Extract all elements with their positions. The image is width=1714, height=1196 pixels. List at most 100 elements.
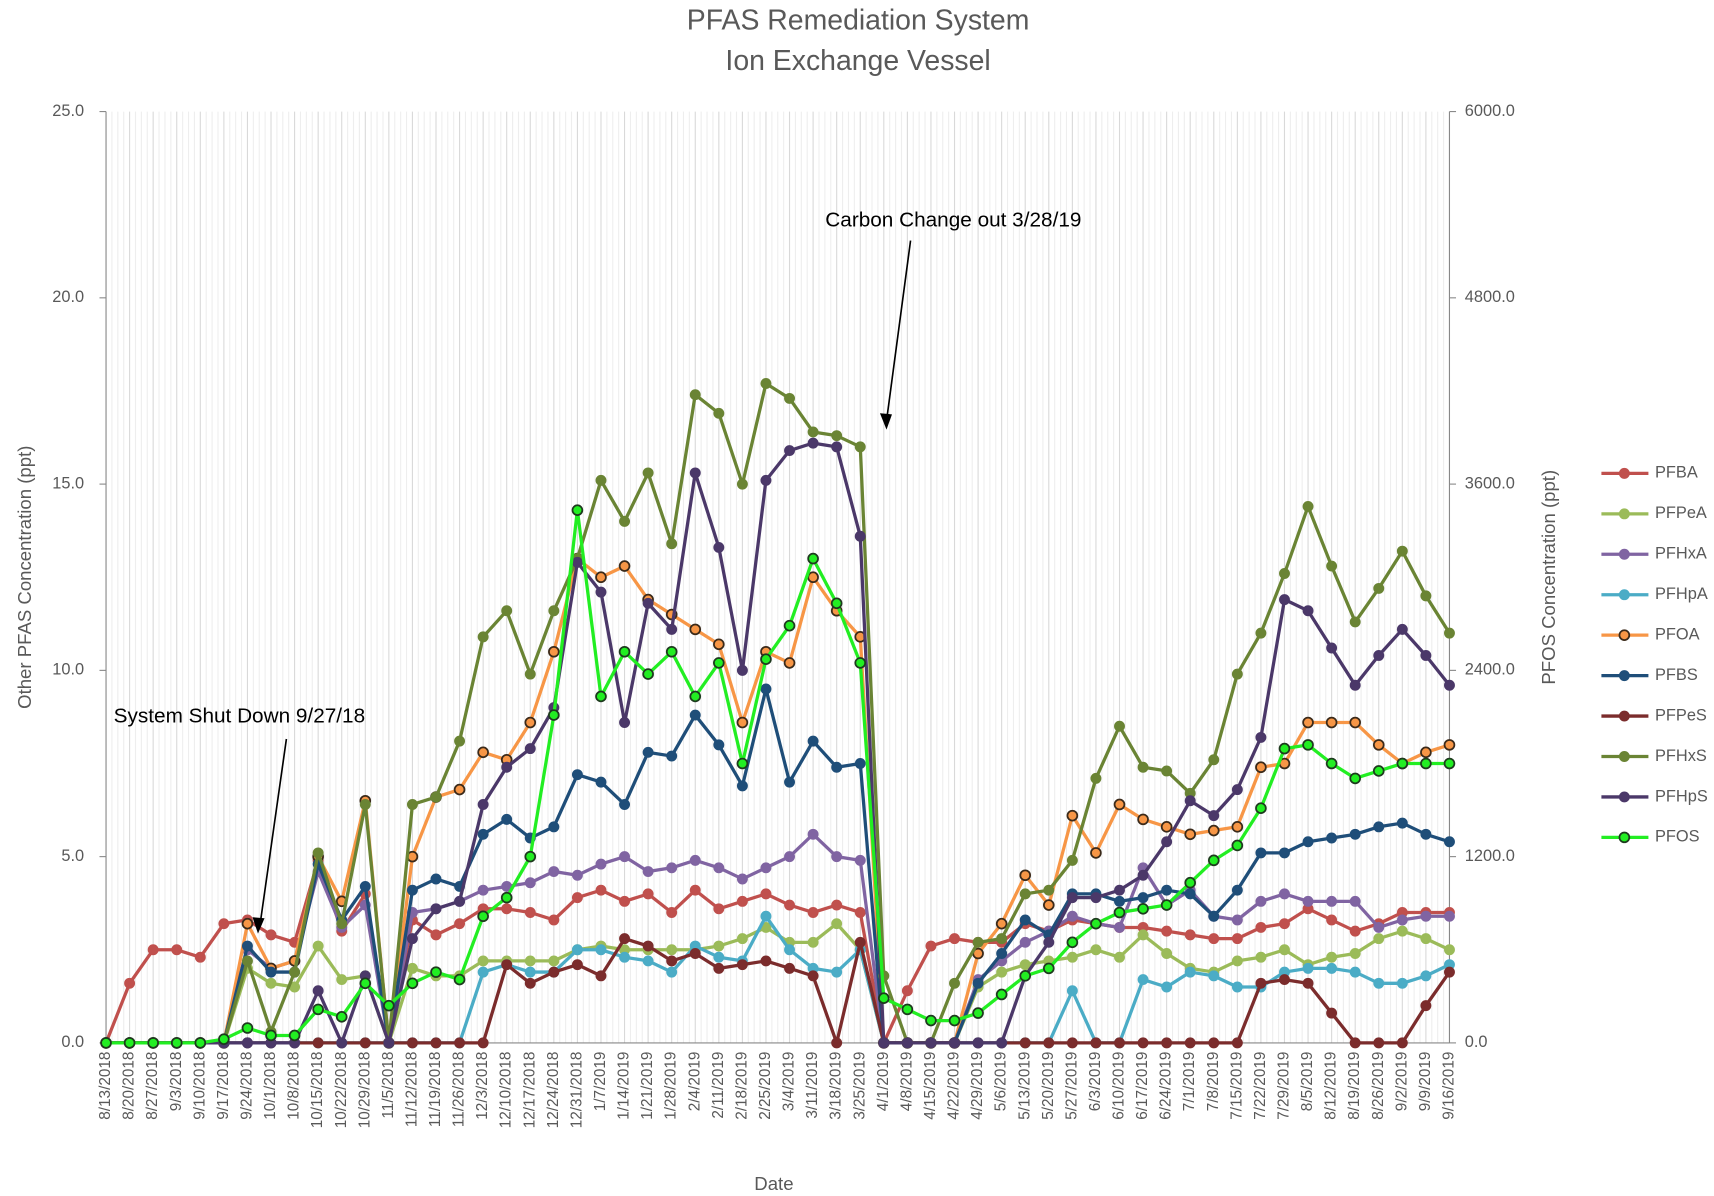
x-tick-label: 5/13/2019 bbox=[1016, 1052, 1033, 1120]
data-point bbox=[1255, 761, 1267, 774]
data-point bbox=[595, 571, 607, 584]
legend-marker bbox=[1618, 751, 1630, 762]
data-point bbox=[1231, 784, 1243, 796]
data-point bbox=[1114, 720, 1125, 732]
data-point bbox=[1373, 582, 1385, 594]
data-point bbox=[548, 966, 560, 978]
data-point bbox=[972, 1007, 984, 1019]
data-point bbox=[1420, 757, 1432, 770]
data-point bbox=[500, 891, 513, 904]
data-point bbox=[1066, 985, 1078, 997]
data-point bbox=[1326, 642, 1338, 654]
data-point bbox=[1043, 936, 1055, 948]
data-point bbox=[1349, 716, 1361, 729]
annotation: Carbon Change out 3/28/19 bbox=[825, 208, 1081, 231]
data-point bbox=[1231, 884, 1243, 896]
data-point bbox=[949, 1037, 960, 1049]
data-point bbox=[170, 1037, 183, 1049]
data-point bbox=[1231, 914, 1243, 926]
data-point bbox=[689, 709, 701, 721]
data-point bbox=[477, 884, 489, 896]
data-point bbox=[1326, 895, 1338, 907]
chart-subtitle: Ion Exchange Vessel bbox=[725, 45, 990, 77]
x-tick-label: 9/16/2019 bbox=[1441, 1052, 1458, 1120]
x-tick-label: 9/10/2018 bbox=[191, 1052, 208, 1120]
data-point bbox=[595, 776, 607, 788]
data-point bbox=[501, 959, 513, 971]
data-point bbox=[1114, 921, 1125, 933]
data-point bbox=[477, 799, 489, 810]
grid bbox=[105, 111, 1451, 1043]
data-point bbox=[901, 1037, 913, 1049]
data-point bbox=[901, 985, 913, 997]
x-tick-label: 7/29/2019 bbox=[1276, 1052, 1293, 1120]
legend-label: PFPeA bbox=[1655, 504, 1707, 522]
y2-axis-title: PFOS Concentration (ppt) bbox=[1538, 470, 1559, 685]
data-point bbox=[265, 1029, 277, 1042]
data-point bbox=[642, 746, 654, 758]
data-point bbox=[501, 903, 513, 915]
data-point bbox=[972, 977, 984, 989]
data-point bbox=[784, 851, 795, 863]
data-point bbox=[336, 974, 348, 986]
x-tick-label: 6/24/2019 bbox=[1158, 1052, 1175, 1120]
data-point bbox=[666, 750, 678, 762]
data-point bbox=[524, 877, 536, 889]
data-point bbox=[1444, 910, 1455, 922]
data-point bbox=[642, 866, 654, 877]
data-point bbox=[265, 929, 277, 941]
data-point bbox=[1325, 716, 1338, 729]
data-point bbox=[524, 716, 537, 729]
data-point bbox=[736, 716, 749, 729]
data-point bbox=[1255, 802, 1267, 814]
data-point bbox=[1231, 955, 1243, 967]
data-point bbox=[1349, 828, 1361, 840]
data-point bbox=[595, 690, 607, 703]
data-point bbox=[1231, 668, 1243, 680]
annotations: Carbon Change out 3/28/19 System Shut Do… bbox=[114, 208, 1081, 934]
data-point bbox=[1161, 981, 1173, 993]
data-point bbox=[854, 441, 866, 453]
data-point bbox=[1184, 888, 1196, 900]
data-point bbox=[1302, 836, 1314, 848]
data-point bbox=[807, 426, 819, 438]
data-point bbox=[477, 746, 489, 759]
data-point bbox=[1396, 925, 1408, 937]
x-tick-label: 11/5/2018 bbox=[380, 1052, 397, 1119]
data-point bbox=[736, 780, 748, 792]
data-point bbox=[595, 474, 607, 486]
y-tick-label: 5.0 bbox=[61, 847, 84, 865]
data-point bbox=[760, 862, 772, 874]
data-point bbox=[1302, 739, 1314, 751]
data-point bbox=[689, 467, 701, 479]
data-point bbox=[642, 467, 654, 479]
data-point bbox=[713, 657, 725, 669]
data-point bbox=[1208, 754, 1220, 766]
data-point bbox=[1420, 933, 1432, 945]
data-point bbox=[454, 735, 466, 747]
data-point bbox=[642, 668, 654, 680]
x-tick-label: 12/10/2018 bbox=[498, 1052, 515, 1129]
data-point bbox=[1090, 847, 1102, 859]
data-point bbox=[501, 813, 513, 825]
data-point bbox=[642, 888, 654, 900]
data-point bbox=[830, 597, 843, 610]
data-point bbox=[194, 1037, 207, 1049]
data-point bbox=[831, 918, 843, 930]
legend-marker bbox=[1618, 589, 1630, 601]
data-point bbox=[548, 709, 560, 721]
data-point bbox=[972, 1037, 984, 1049]
data-point bbox=[619, 799, 631, 810]
data-point bbox=[524, 955, 536, 967]
data-point bbox=[1326, 1007, 1338, 1019]
data-point bbox=[925, 1014, 937, 1027]
data-point bbox=[1278, 742, 1291, 755]
data-point bbox=[619, 717, 631, 728]
legend-marker bbox=[1618, 710, 1630, 722]
data-point bbox=[689, 884, 701, 896]
x-tick-label: 10/29/2018 bbox=[356, 1052, 373, 1129]
data-point bbox=[1302, 977, 1314, 989]
x-tick-label: 11/12/2018 bbox=[403, 1052, 420, 1127]
data-point bbox=[406, 962, 418, 974]
data-point bbox=[171, 944, 183, 956]
